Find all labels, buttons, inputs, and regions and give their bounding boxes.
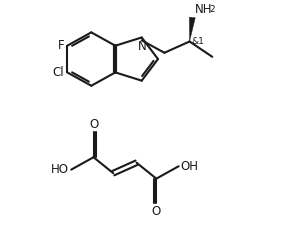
Text: F: F <box>58 39 64 52</box>
Text: O: O <box>152 205 161 218</box>
Text: O: O <box>89 118 98 130</box>
Text: 2: 2 <box>209 5 215 14</box>
Text: N: N <box>138 40 147 53</box>
Text: HO: HO <box>51 163 69 176</box>
Text: Cl: Cl <box>53 66 64 79</box>
Polygon shape <box>189 17 195 41</box>
Text: &1: &1 <box>191 37 204 46</box>
Text: OH: OH <box>181 160 199 173</box>
Text: NH: NH <box>195 3 213 16</box>
